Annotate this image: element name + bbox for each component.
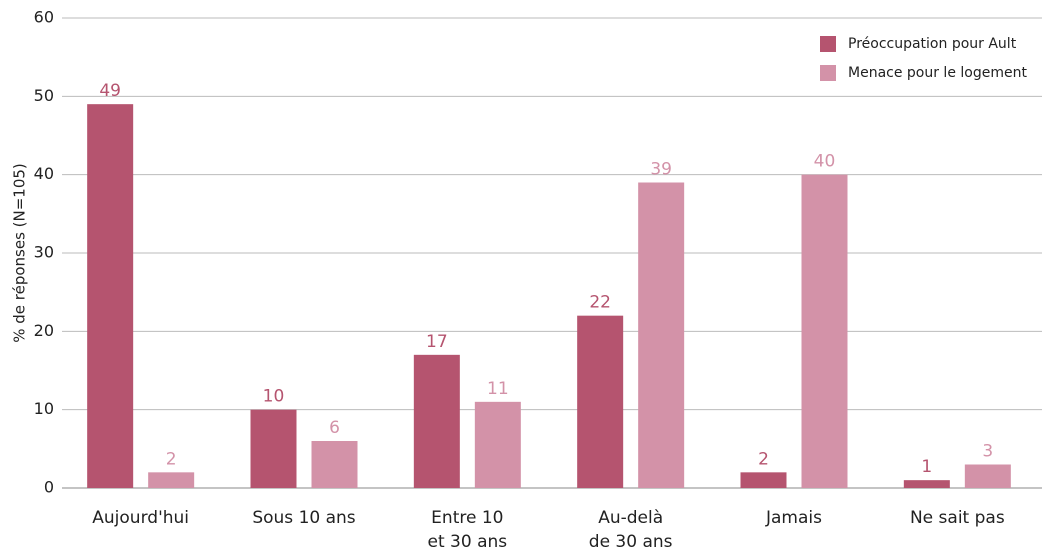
x-tick-label: Sous 10 ans bbox=[252, 508, 356, 528]
legend-label: Préoccupation pour Ault bbox=[848, 36, 1017, 52]
legend-swatch bbox=[820, 65, 836, 81]
bar bbox=[964, 464, 1011, 488]
data-label: 2 bbox=[166, 449, 177, 469]
bar bbox=[577, 315, 624, 488]
y-tick-label: 40 bbox=[34, 164, 54, 183]
legend-label: Menace pour le logement bbox=[848, 65, 1027, 81]
y-axis-label: % de réponses (N=105) bbox=[11, 163, 29, 343]
legend-swatch bbox=[820, 36, 836, 52]
bar bbox=[903, 480, 950, 488]
bar bbox=[740, 472, 787, 488]
data-label: 11 bbox=[487, 379, 509, 399]
bar bbox=[638, 182, 685, 488]
y-tick-label: 60 bbox=[34, 8, 54, 27]
x-tick-label: Au-delà de 30 ans bbox=[588, 508, 673, 552]
x-tick-label: Jamais bbox=[766, 508, 822, 528]
data-label: 22 bbox=[589, 293, 611, 313]
y-tick-label: 10 bbox=[34, 399, 54, 418]
y-tick-label: 0 bbox=[44, 478, 54, 497]
x-tick-label: Aujourd'hui bbox=[92, 508, 190, 528]
x-tick-label: Entre 10 et 30 ans bbox=[427, 508, 508, 552]
data-label: 1 bbox=[921, 457, 932, 477]
data-label: 2 bbox=[758, 449, 769, 469]
data-label: 3 bbox=[982, 442, 993, 462]
y-tick-label: 50 bbox=[34, 86, 54, 105]
bar bbox=[148, 472, 195, 488]
y-tick-label: 30 bbox=[34, 243, 54, 262]
data-label: 17 bbox=[426, 332, 448, 352]
bar bbox=[801, 174, 848, 488]
bar bbox=[474, 401, 521, 488]
data-label: 40 bbox=[814, 152, 836, 172]
data-label: 49 bbox=[99, 81, 121, 101]
data-label: 39 bbox=[650, 160, 672, 180]
bar bbox=[87, 104, 134, 489]
bar bbox=[311, 441, 358, 488]
x-tick-label: Ne sait pas bbox=[909, 508, 1005, 528]
y-tick-label: 20 bbox=[34, 321, 54, 340]
bar bbox=[413, 354, 460, 488]
data-label: 10 bbox=[263, 387, 285, 407]
bar bbox=[250, 409, 297, 488]
data-label: 6 bbox=[329, 418, 340, 438]
